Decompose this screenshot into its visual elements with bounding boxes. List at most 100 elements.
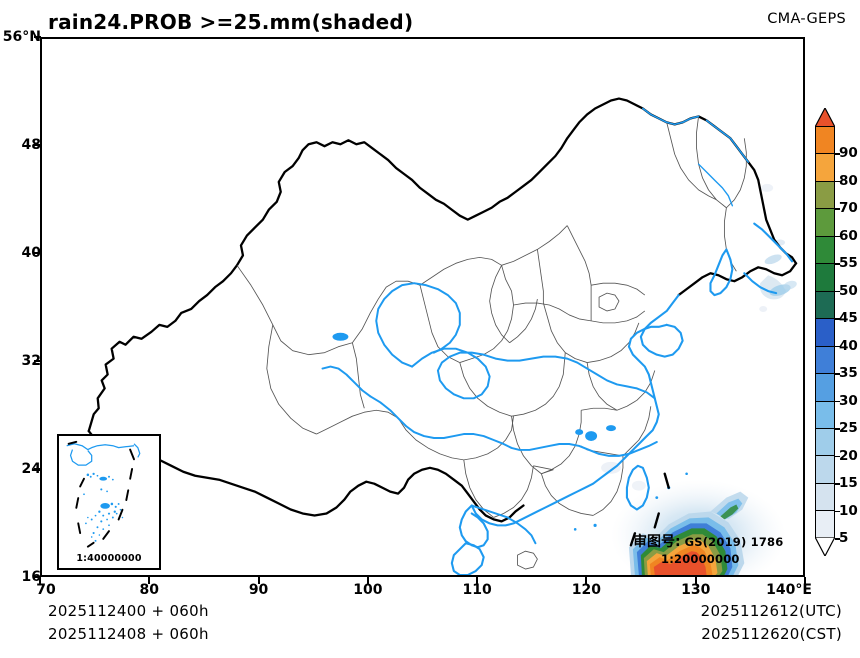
x-axis-tick-140: [804, 577, 806, 584]
china-eastern-boundary: [677, 262, 798, 297]
colorbar-tick-10: 10: [839, 502, 858, 519]
colorbar-tick-45: 45: [839, 310, 858, 327]
colorbar-tickmark-15: [835, 483, 840, 485]
model-label: CMA-GEPS: [767, 11, 846, 27]
x-axis: 70 80 90 100 110 120 130 140°E: [36, 577, 812, 603]
china-southwest-boundary: [87, 429, 525, 523]
colorbar[interactable]: 5 10 15 20 25 30 35 40 45 50 55 60 70 80 90: [815, 108, 858, 556]
page-title: rain24.PROB >=25.mm(shaded): [48, 10, 414, 34]
colorbar-tickmark-45: [835, 318, 840, 320]
colorbar-tick-35: 35: [839, 365, 858, 382]
colorbar-over-arrow: [815, 108, 835, 127]
footer-valid-cst: 2025112620(CST): [701, 625, 842, 644]
y-axis-tick-40: [34, 252, 41, 254]
rivers: [321, 107, 750, 545]
colorbar-tick-60: 60: [839, 227, 858, 244]
x-axis-tick-90: [257, 577, 260, 584]
colorbar-tickmark-25: [835, 428, 840, 430]
colorbar-tickmark-50: [835, 290, 840, 293]
x-axis-label-140: 140°E: [766, 582, 812, 598]
inset-map-south-china-sea[interactable]: 1:40000000: [57, 434, 161, 570]
x-axis-label-70: 70: [36, 582, 56, 598]
x-axis-tick-80: [148, 577, 151, 584]
colorbar-band-55: [816, 236, 834, 265]
approval-number: GS(2019) 1786: [684, 535, 784, 549]
colorbar-band-70: [816, 181, 834, 210]
colorbar-tickmark-55: [835, 263, 840, 265]
y-axis-label-40: 40: [21, 245, 41, 261]
colorbar-tick-20: 20: [839, 447, 858, 464]
colorbar-band-35: [816, 346, 834, 375]
colorbar-tick-55: 55: [839, 255, 858, 272]
x-axis-tick-110: [476, 577, 479, 584]
footer-left: 2025112400 + 060h 2025112408 + 060h: [48, 600, 209, 647]
colorbar-tick-90: 90: [839, 145, 858, 162]
probability-shading-weak: [759, 183, 797, 312]
colorbar-band-50: [816, 264, 834, 292]
colorbar-band-10: [816, 483, 834, 512]
probability-shading-main: [611, 479, 787, 575]
colorbar-tickmark-10: [835, 510, 840, 513]
y-axis-label-48: 48: [21, 137, 41, 153]
colorbar-band-60: [816, 209, 834, 237]
colorbar-band-90: [816, 127, 834, 155]
y-axis-label-24: 24: [21, 461, 41, 477]
colorbar-tickmark-40: [835, 345, 840, 348]
footer-init-line-1: 2025112400 + 060h: [48, 602, 209, 620]
x-axis-label-120: 120: [571, 582, 602, 598]
colorbar-bands: [815, 126, 835, 539]
colorbar-band-20: [816, 428, 834, 457]
map-canvas: [87, 97, 798, 575]
inset-scale-label: 1:40000000: [76, 553, 142, 564]
y-axis-label-16: 16: [21, 569, 41, 585]
colorbar-tick-30: 30: [839, 392, 858, 409]
colorbar-band-30: [816, 374, 834, 402]
y-axis: 16 24 32 40 48 56°N: [0, 29, 41, 585]
colorbar-tick-25: 25: [839, 420, 858, 437]
colorbar-tickmark-30: [835, 400, 840, 403]
y-axis-tick-32: [34, 360, 41, 362]
colorbar-tickmark-5: [835, 538, 840, 540]
x-axis-label-110: 110: [462, 582, 492, 598]
footer-right: 2025112612(UTC) 2025112620(CST): [701, 600, 842, 647]
x-axis-label-80: 80: [139, 582, 160, 598]
colorbar-tick-80: 80: [839, 172, 858, 189]
x-axis-label-90: 90: [248, 582, 269, 598]
colorbar-under-arrow: [815, 537, 835, 556]
probability-shading-taiwan: [601, 461, 646, 491]
china-national-boundary: [87, 97, 798, 433]
colorbar-tickmark-35: [835, 373, 840, 375]
colorbar-band-45: [816, 291, 834, 320]
colorbar-band-5: [816, 511, 834, 539]
approval-label: 审图号:: [633, 534, 681, 550]
colorbar-tickmark-70: [835, 208, 840, 210]
approval-number-block: 审图号: GS(2019) 1786 1:20000000: [633, 534, 783, 566]
y-axis-tick-48: [34, 144, 41, 146]
colorbar-tick-70: 70: [839, 200, 858, 217]
colorbar-band-25: [816, 401, 834, 429]
colorbar-tickmark-90: [835, 153, 840, 155]
colorbar-tick-40: 40: [839, 337, 858, 354]
colorbar-tick-50: 50: [839, 282, 858, 299]
y-axis-tick-16: [34, 576, 41, 578]
x-axis-tick-70: [39, 577, 41, 584]
colorbar-tick-5: 5: [839, 530, 849, 546]
colorbar-band-80: [816, 154, 834, 182]
x-axis-tick-130: [694, 577, 697, 584]
colorbar-tickmark-20: [835, 455, 840, 458]
footer-init-line-2: 2025112408 + 060h: [48, 625, 209, 644]
x-axis-label-130: 130: [681, 582, 711, 598]
x-axis-tick-100: [366, 577, 369, 584]
footer-valid-utc: 2025112612(UTC): [700, 602, 842, 620]
approval-scale: 1:20000000: [661, 551, 740, 566]
y-axis-label-56: 56°N: [2, 29, 41, 45]
y-axis-tick-24: [34, 468, 41, 470]
inset-map-canvas: [66, 440, 141, 548]
x-axis-tick-120: [585, 577, 588, 584]
x-axis-label-100: 100: [353, 582, 383, 598]
y-axis-tick-56: [34, 36, 41, 38]
colorbar-tickmark-60: [835, 235, 840, 238]
map-plot-area[interactable]: [40, 37, 805, 577]
coastline: [450, 222, 794, 575]
